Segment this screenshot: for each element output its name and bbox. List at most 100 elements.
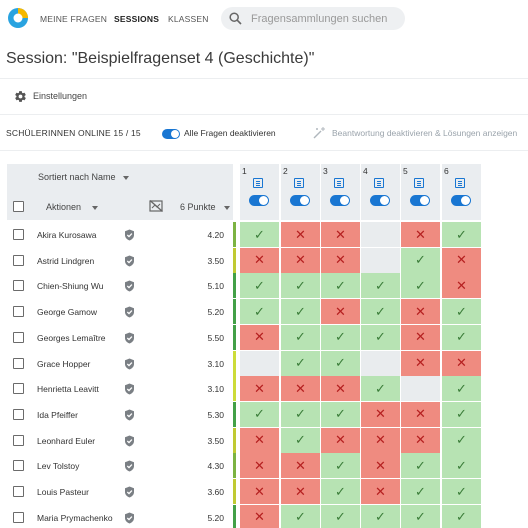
wrong-cross-icon[interactable]: ✕ <box>240 453 279 479</box>
points-caret-icon[interactable] <box>224 206 230 210</box>
search-box[interactable] <box>221 7 405 30</box>
correct-check-icon[interactable]: ✓ <box>401 504 440 528</box>
correct-check-icon[interactable]: ✓ <box>361 299 400 325</box>
correct-check-icon[interactable]: ✓ <box>442 299 481 325</box>
wrong-cross-icon[interactable]: ✕ <box>401 427 440 453</box>
correct-check-icon[interactable]: ✓ <box>240 401 279 427</box>
question-type-icon[interactable] <box>334 178 344 188</box>
correct-check-icon[interactable]: ✓ <box>281 324 320 350</box>
wrong-cross-icon[interactable]: ✕ <box>281 376 320 402</box>
wrong-cross-icon[interactable]: ✕ <box>442 350 481 376</box>
search-input[interactable] <box>251 10 399 27</box>
question-type-icon[interactable] <box>374 178 384 188</box>
correct-check-icon[interactable]: ✓ <box>281 273 320 299</box>
hide-names-icon[interactable] <box>149 200 163 212</box>
actions-caret-icon[interactable] <box>92 206 98 210</box>
question-toggle[interactable] <box>249 195 269 206</box>
wrong-cross-icon[interactable]: ✕ <box>321 299 360 325</box>
question-type-icon[interactable] <box>455 178 465 188</box>
points-header[interactable]: 6 Punkte <box>180 202 216 212</box>
app-logo-icon[interactable] <box>7 7 29 29</box>
row-checkbox[interactable] <box>13 486 24 497</box>
wrong-cross-icon[interactable]: ✕ <box>240 504 279 528</box>
no-answer-cell[interactable] <box>240 350 279 376</box>
question-type-icon[interactable] <box>414 178 424 188</box>
row-checkbox[interactable] <box>13 511 24 523</box>
row-checkbox[interactable] <box>13 383 24 395</box>
select-all-checkbox[interactable] <box>13 201 24 212</box>
correct-check-icon[interactable]: ✓ <box>281 401 320 427</box>
wrong-cross-icon[interactable]: ✕ <box>401 299 440 325</box>
wrong-cross-icon[interactable]: ✕ <box>361 401 400 427</box>
correct-check-icon[interactable]: ✓ <box>321 453 360 479</box>
wrong-cross-icon[interactable]: ✕ <box>401 350 440 376</box>
correct-check-icon[interactable]: ✓ <box>321 350 360 376</box>
disable-answers-button[interactable]: Beantwortung deaktivieren & Lösungen anz… <box>313 127 517 139</box>
correct-check-icon[interactable]: ✓ <box>401 479 440 504</box>
correct-check-icon[interactable]: ✓ <box>442 376 481 402</box>
correct-check-icon[interactable]: ✓ <box>361 376 400 402</box>
question-type-icon[interactable] <box>294 178 304 188</box>
question-type-icon[interactable] <box>253 178 263 188</box>
correct-check-icon[interactable]: ✓ <box>281 427 320 453</box>
correct-check-icon[interactable]: ✓ <box>240 273 279 299</box>
row-checkbox[interactable] <box>13 434 24 446</box>
wrong-cross-icon[interactable]: ✕ <box>361 453 400 479</box>
wrong-cross-icon[interactable]: ✕ <box>240 427 279 453</box>
wrong-cross-icon[interactable]: ✕ <box>442 273 481 299</box>
all-questions-toggle[interactable] <box>162 129 180 139</box>
correct-check-icon[interactable]: ✓ <box>401 453 440 479</box>
correct-check-icon[interactable]: ✓ <box>321 273 360 299</box>
wrong-cross-icon[interactable]: ✕ <box>281 247 320 273</box>
settings-button[interactable]: Einstellungen <box>14 88 87 104</box>
correct-check-icon[interactable]: ✓ <box>321 479 360 504</box>
correct-check-icon[interactable]: ✓ <box>240 222 279 247</box>
correct-check-icon[interactable]: ✓ <box>442 453 481 479</box>
row-checkbox[interactable] <box>13 408 24 420</box>
sort-caret-icon[interactable] <box>123 176 129 180</box>
correct-check-icon[interactable]: ✓ <box>361 324 400 350</box>
row-checkbox[interactable] <box>13 357 24 369</box>
row-checkbox[interactable] <box>13 229 24 240</box>
correct-check-icon[interactable]: ✓ <box>281 504 320 528</box>
wrong-cross-icon[interactable]: ✕ <box>240 376 279 402</box>
correct-check-icon[interactable]: ✓ <box>442 222 481 247</box>
correct-check-icon[interactable]: ✓ <box>401 273 440 299</box>
no-answer-cell[interactable] <box>401 376 440 402</box>
correct-check-icon[interactable]: ✓ <box>361 504 400 528</box>
wrong-cross-icon[interactable]: ✕ <box>401 401 440 427</box>
correct-check-icon[interactable]: ✓ <box>361 273 400 299</box>
wrong-cross-icon[interactable]: ✕ <box>240 324 279 350</box>
correct-check-icon[interactable]: ✓ <box>321 324 360 350</box>
nav-meine-fragen[interactable]: MEINE FRAGEN <box>40 14 108 24</box>
wrong-cross-icon[interactable]: ✕ <box>442 247 481 273</box>
question-toggle[interactable] <box>330 195 350 206</box>
correct-check-icon[interactable]: ✓ <box>442 324 481 350</box>
correct-check-icon[interactable]: ✓ <box>442 479 481 504</box>
correct-check-icon[interactable]: ✓ <box>321 401 360 427</box>
wrong-cross-icon[interactable]: ✕ <box>281 479 320 504</box>
wrong-cross-icon[interactable]: ✕ <box>321 427 360 453</box>
question-toggle[interactable] <box>370 195 390 206</box>
correct-check-icon[interactable]: ✓ <box>442 427 481 453</box>
row-checkbox[interactable] <box>13 306 24 318</box>
wrong-cross-icon[interactable]: ✕ <box>321 222 360 247</box>
question-toggle[interactable] <box>451 195 471 206</box>
row-checkbox[interactable] <box>13 331 24 343</box>
nav-sessions[interactable]: SESSIONS <box>114 14 160 24</box>
correct-check-icon[interactable]: ✓ <box>442 401 481 427</box>
wrong-cross-icon[interactable]: ✕ <box>361 427 400 453</box>
wrong-cross-icon[interactable]: ✕ <box>281 222 320 247</box>
correct-check-icon[interactable]: ✓ <box>281 350 320 376</box>
wrong-cross-icon[interactable]: ✕ <box>401 324 440 350</box>
correct-check-icon[interactable]: ✓ <box>401 247 440 273</box>
wrong-cross-icon[interactable]: ✕ <box>321 247 360 273</box>
question-toggle[interactable] <box>290 195 310 206</box>
nav-klassen[interactable]: KLASSEN <box>168 14 209 24</box>
wrong-cross-icon[interactable]: ✕ <box>240 247 279 273</box>
wrong-cross-icon[interactable]: ✕ <box>401 222 440 247</box>
question-toggle[interactable] <box>410 195 430 206</box>
no-answer-cell[interactable] <box>361 350 400 376</box>
row-checkbox[interactable] <box>13 280 24 292</box>
row-checkbox[interactable] <box>13 460 24 472</box>
